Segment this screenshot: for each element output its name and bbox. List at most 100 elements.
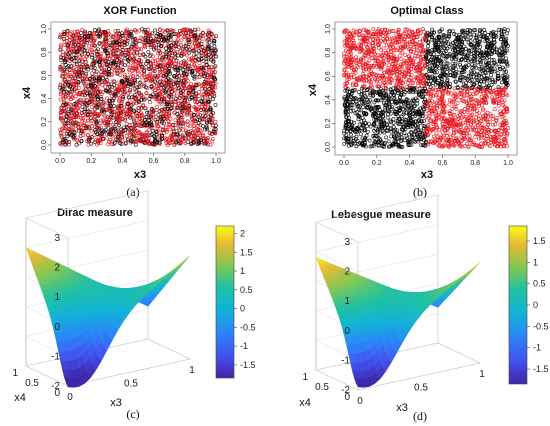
data-point	[384, 135, 389, 140]
data-point	[389, 129, 394, 134]
data-point	[96, 77, 101, 82]
data-point	[376, 43, 381, 48]
data-point	[128, 87, 133, 92]
data-point	[89, 112, 94, 117]
data-point	[75, 32, 80, 36]
panel-a-ylabel: x4	[21, 86, 33, 99]
data-point	[180, 110, 184, 115]
data-point	[73, 105, 78, 110]
data-point	[180, 106, 185, 111]
data-point	[176, 104, 181, 109]
data-point	[144, 123, 149, 128]
data-point	[80, 41, 84, 45]
data-point	[454, 32, 459, 37]
data-point	[391, 117, 396, 122]
data-point	[69, 64, 74, 69]
data-point	[342, 68, 347, 73]
data-point	[213, 130, 217, 135]
data-point	[154, 135, 159, 140]
data-point	[213, 34, 218, 39]
data-point	[75, 35, 80, 40]
data-point	[456, 42, 461, 47]
data-point	[354, 144, 359, 149]
data-point	[468, 39, 473, 44]
data-point	[461, 82, 466, 87]
data-point	[173, 110, 178, 115]
x-tick-label: 0.8	[180, 158, 190, 165]
data-point	[488, 37, 493, 42]
data-point	[90, 53, 95, 58]
data-point	[93, 56, 98, 61]
data-point	[59, 34, 64, 39]
data-point	[158, 32, 163, 37]
data-point	[213, 69, 218, 74]
data-point	[422, 86, 427, 91]
panel-a-title: XOR Function	[103, 5, 177, 17]
data-point	[204, 125, 209, 130]
data-point	[123, 117, 128, 122]
data-point	[127, 130, 132, 135]
data-point	[420, 95, 425, 100]
data-point	[494, 90, 499, 95]
data-point	[198, 33, 203, 38]
data-point	[134, 121, 139, 126]
data-point	[171, 82, 176, 87]
data-point	[196, 90, 201, 94]
data-point	[74, 66, 79, 71]
data-point	[129, 126, 134, 131]
data-point	[460, 75, 465, 79]
data-point	[89, 97, 94, 102]
data-point	[418, 114, 423, 119]
data-point	[428, 119, 433, 124]
data-point	[62, 39, 67, 44]
data-point	[437, 85, 442, 89]
data-point	[351, 75, 356, 80]
data-point	[350, 83, 355, 88]
data-point	[98, 55, 103, 60]
data-point	[362, 27, 367, 32]
data-point	[114, 62, 119, 67]
data-point	[455, 101, 460, 105]
data-point	[401, 80, 406, 85]
data-point	[160, 43, 165, 48]
data-point	[210, 139, 215, 144]
data-point	[199, 136, 204, 141]
data-point	[373, 104, 378, 109]
data-point	[108, 98, 113, 103]
data-point	[128, 46, 133, 51]
data-point	[429, 57, 434, 62]
data-point	[189, 70, 194, 75]
data-point	[150, 128, 155, 133]
data-point	[213, 127, 218, 132]
data-point	[400, 119, 405, 124]
data-point	[212, 94, 217, 99]
data-point	[404, 105, 409, 110]
data-point	[106, 67, 111, 71]
data-point	[81, 81, 86, 86]
data-point	[444, 84, 449, 89]
data-point	[205, 63, 209, 68]
data-point	[110, 60, 115, 65]
data-point	[135, 129, 139, 133]
data-point	[77, 58, 82, 63]
data-point	[117, 83, 122, 88]
data-point	[72, 87, 77, 92]
data-point	[77, 85, 81, 90]
data-point	[186, 139, 191, 144]
data-point	[205, 46, 210, 51]
data-point	[78, 125, 83, 130]
data-point	[180, 52, 185, 57]
data-point	[206, 110, 211, 115]
data-point	[420, 66, 425, 71]
data-point	[468, 74, 473, 79]
data-point	[411, 138, 416, 143]
data-point	[147, 127, 152, 132]
data-point	[107, 130, 112, 135]
data-point	[115, 58, 120, 63]
data-point	[374, 90, 379, 94]
data-point	[197, 61, 202, 66]
data-point	[148, 66, 153, 71]
data-point	[202, 108, 207, 113]
data-point	[360, 115, 365, 120]
